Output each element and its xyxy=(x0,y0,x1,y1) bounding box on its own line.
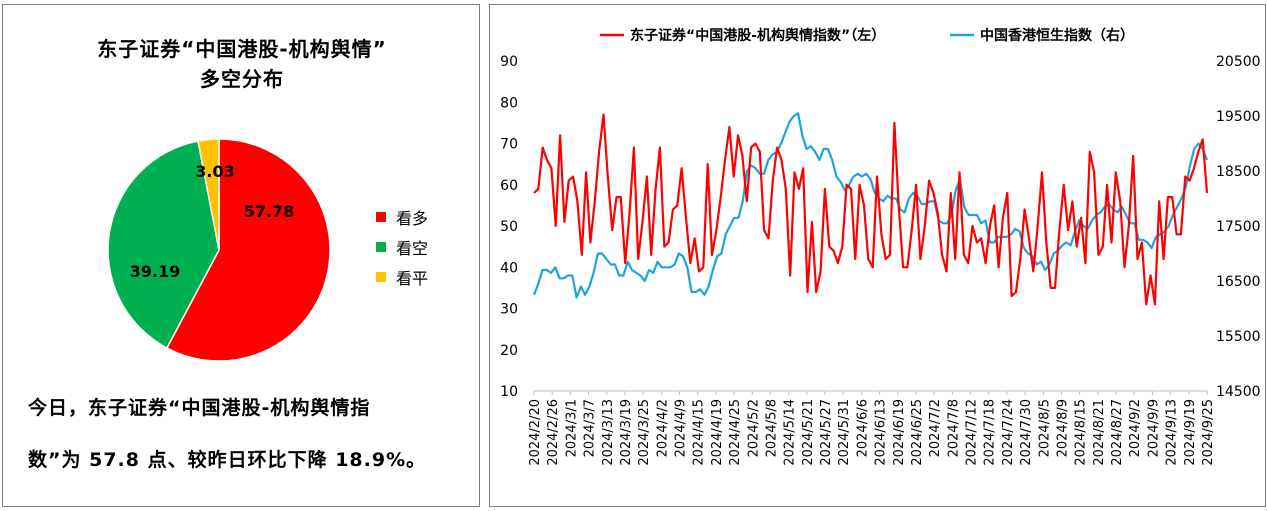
x-tick-label: 2024/4/25 xyxy=(728,399,743,466)
x-tick-label: 2024/4/2 xyxy=(655,399,670,457)
legend-item-bearish: 看空 xyxy=(376,237,429,258)
y-left-tick-label: 90 xyxy=(500,54,518,70)
legend-swatch-bearish xyxy=(376,242,386,252)
pie-panel: 东子证券“中国港股-机构舆情” 多空分布 57.78 39.19 3.03 看多 看… xyxy=(2,4,480,507)
line-chart: 10 20 30 40 50 60 70 80 90 14500 15500 16500 17500 18… xyxy=(500,27,1261,466)
y-right-tick-label: 19500 xyxy=(1216,109,1261,125)
x-tick-label: 2024/5/2 xyxy=(746,399,761,457)
legend-swatch-neutral xyxy=(376,272,386,282)
legend-item-bullish: 看多 xyxy=(376,207,429,228)
y-left-tick-label: 10 xyxy=(500,384,518,400)
x-tick-label: 2024/4/9 xyxy=(674,399,689,457)
legend-label-hsi: 中国香港恒生指数（右） xyxy=(980,27,1134,44)
y-left-tick-label: 80 xyxy=(500,95,518,111)
pie-slice-1 xyxy=(107,140,220,350)
legend-label-sentiment: 东子证券“中国港股-机构舆情指数”（左） xyxy=(630,27,885,44)
pie-slice-0 xyxy=(165,138,331,362)
y-right-tick-label: 17500 xyxy=(1216,219,1261,235)
x-tick-label: 2024/9/19 xyxy=(1183,399,1198,466)
x-tick-label: 2024/7/18 xyxy=(983,399,998,466)
x-tick-label: 2024/5/8 xyxy=(764,399,779,457)
x-tick-label: 2024/3/7 xyxy=(583,399,598,457)
x-tick-label: 2024/2/26 xyxy=(546,399,561,466)
x-tick-label: 2024/7/30 xyxy=(1019,399,1034,466)
x-tick-label: 2024/3/13 xyxy=(601,399,616,466)
y-right-tick-label: 20500 xyxy=(1216,54,1261,70)
y-right-tick-label: 15500 xyxy=(1216,329,1261,345)
legend-label-neutral: 看平 xyxy=(396,269,429,288)
x-tick-label: 2024/7/2 xyxy=(928,399,943,457)
pie-title-line1: 东子证券“中国港股-机构舆情” xyxy=(97,37,387,61)
x-tick-label: 2024/6/13 xyxy=(874,399,889,466)
summary-line2: 数”为 57.8 点、较昨日环比下降 18.9%。 xyxy=(28,449,427,471)
y-left-tick-label: 20 xyxy=(500,343,518,359)
y-right-tick-label: 14500 xyxy=(1216,384,1261,400)
series-line-sentiment-index xyxy=(533,113,1209,306)
x-tick-label: 2024/5/21 xyxy=(801,399,816,466)
line-chart-panel: 10 20 30 40 50 60 70 80 90 14500 15500 16500 17500 18… xyxy=(489,4,1266,507)
x-tick-label: 2024/5/31 xyxy=(837,399,852,466)
x-tick-label: 2024/6/19 xyxy=(892,399,907,466)
y-left-tick-label: 50 xyxy=(500,219,518,235)
x-tick-label: 2024/5/14 xyxy=(783,399,798,466)
x-tick-label: 2024/8/15 xyxy=(1074,399,1089,466)
x-tick-label: 2024/9/13 xyxy=(1165,399,1180,466)
y-right-tick-label: 18500 xyxy=(1216,164,1261,180)
x-tick-label: 2024/6/25 xyxy=(910,399,925,466)
legend-label-bearish: 看空 xyxy=(396,239,429,258)
y-left-tick-label: 30 xyxy=(500,302,518,318)
y-left-tick-label: 40 xyxy=(500,260,518,276)
y-left-tick-label: 70 xyxy=(500,137,518,153)
x-tick-label: 2024/3/25 xyxy=(637,399,652,466)
x-tick-label: 2024/5/27 xyxy=(819,399,834,466)
x-tick-label: 2024/7/24 xyxy=(1001,399,1016,466)
y-left-tick-label: 60 xyxy=(500,178,518,194)
x-tick-label: 2024/3/1 xyxy=(564,399,579,457)
summary-line1: 今日，东子证券“中国港股-机构舆情指 xyxy=(28,397,371,419)
x-tick-label: 2024/2/20 xyxy=(528,399,543,466)
x-tick-label: 2024/4/15 xyxy=(692,399,707,466)
x-tick-label: 2024/9/9 xyxy=(1146,399,1161,457)
pie-chart: 57.78 39.19 3.03 xyxy=(107,138,331,362)
x-tick-label: 2024/3/19 xyxy=(619,399,634,466)
y-right-tick-label: 16500 xyxy=(1216,274,1261,290)
pie-slice-2 xyxy=(197,138,220,251)
pie-data-label-1: 39.19 xyxy=(130,262,181,281)
pie-data-label-0: 57.78 xyxy=(244,202,295,221)
series-line-hang-seng-index xyxy=(532,112,1209,299)
legend-label-bullish: 看多 xyxy=(396,209,429,228)
pie-data-label-2: 3.03 xyxy=(195,162,234,181)
x-tick-label: 2024/8/5 xyxy=(1037,399,1052,457)
x-tick-label: 2024/8/9 xyxy=(1055,399,1070,457)
legend-swatch-bullish xyxy=(376,212,386,222)
x-tick-label: 2024/8/21 xyxy=(1092,399,1107,466)
x-tick-label: 2024/8/27 xyxy=(1110,399,1125,466)
legend-item-neutral: 看平 xyxy=(376,267,429,288)
x-tick-label: 2024/4/19 xyxy=(710,399,725,466)
x-tick-label: 2024/6/6 xyxy=(855,399,870,457)
pie-title-line2: 多空分布 xyxy=(200,67,284,91)
x-tick-label: 2024/9/25 xyxy=(1201,399,1216,466)
x-tick-label: 2024/9/2 xyxy=(1128,399,1143,457)
x-tick-label: 2024/7/8 xyxy=(946,399,961,457)
x-tick-label: 2024/7/12 xyxy=(965,399,980,466)
